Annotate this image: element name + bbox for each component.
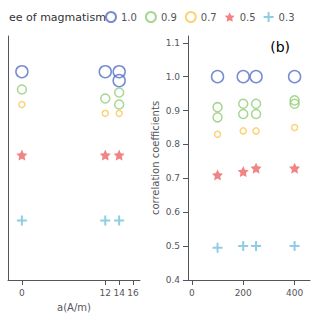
- svg-text:16: 16: [127, 288, 139, 298]
- svg-text:0.7: 0.7: [166, 173, 180, 183]
- svg-text:correlation coefficients: correlation coefficients: [150, 101, 161, 215]
- svg-text:(b): (b): [270, 39, 290, 55]
- svg-text:0: 0: [189, 288, 195, 298]
- svg-text:0.9: 0.9: [161, 12, 177, 23]
- svg-text:12: 12: [100, 288, 111, 298]
- svg-text:1.1: 1.1: [166, 38, 180, 48]
- svg-text:0: 0: [19, 288, 25, 298]
- svg-text:1.0: 1.0: [121, 12, 137, 23]
- svg-text:0.5: 0.5: [166, 241, 180, 251]
- svg-text:400: 400: [286, 288, 303, 298]
- svg-text:ee of magmatism: ee of magmatism: [9, 11, 106, 24]
- svg-text:0.9: 0.9: [166, 106, 181, 116]
- svg-text:0.7: 0.7: [201, 12, 217, 23]
- svg-text:200: 200: [235, 288, 252, 298]
- svg-text:14: 14: [113, 288, 125, 298]
- svg-text:0.5: 0.5: [240, 12, 256, 23]
- svg-text:0.8: 0.8: [166, 139, 181, 149]
- svg-text:a(A/m): a(A/m): [57, 302, 91, 313]
- svg-text:0.3: 0.3: [279, 12, 295, 23]
- svg-text:0.4: 0.4: [166, 275, 181, 285]
- svg-text:0.6: 0.6: [166, 207, 181, 217]
- svg-text:1.0: 1.0: [166, 72, 181, 82]
